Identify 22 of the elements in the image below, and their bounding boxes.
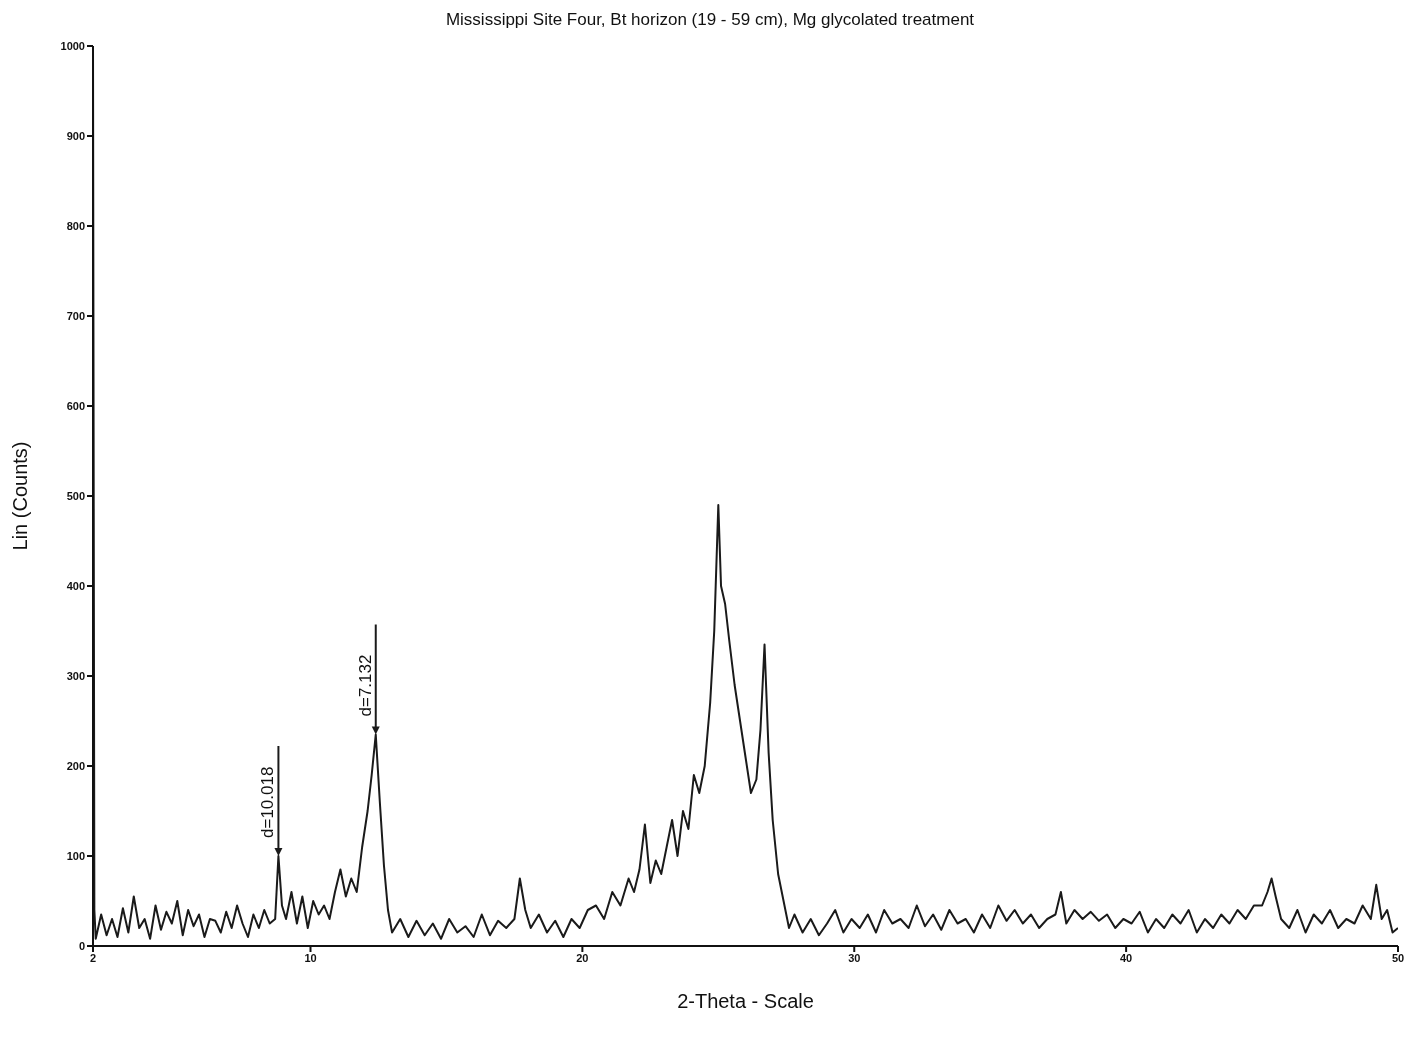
x-tick-label: 10	[304, 951, 317, 964]
y-tick-label: 0	[78, 939, 85, 952]
chart-title: Mississippi Site Four, Bt horizon (19 - 59 cm), Mg glycolated treatment	[444, 9, 976, 31]
y-tick-label: 500	[66, 489, 85, 502]
x-axis-title: 2-Theta - Scale	[677, 990, 814, 1012]
y-tick-label: 100	[66, 849, 85, 862]
y-tick-label: 200	[66, 759, 85, 772]
annotation: d=7.132	[355, 654, 375, 717]
y-tick-label: 900	[66, 129, 85, 142]
y-tick-label: 600	[66, 399, 85, 412]
x-tick-label: 40	[1120, 951, 1133, 964]
y-tick-label: 300	[66, 669, 85, 682]
x-tick-label: 20	[576, 951, 589, 964]
x-tick-label: 50	[1391, 951, 1405, 964]
annotation: d=10.018	[258, 766, 278, 838]
y-tick-label: 400	[66, 579, 85, 592]
y-axis-title: Lin (Counts)	[9, 441, 32, 551]
y-tick-label: 800	[66, 219, 85, 232]
x-tick-label: 2	[89, 951, 97, 964]
y-tick-label: 700	[66, 309, 85, 322]
x-tick-label: 30	[848, 951, 861, 964]
y-tick-label: 1000	[60, 39, 85, 52]
